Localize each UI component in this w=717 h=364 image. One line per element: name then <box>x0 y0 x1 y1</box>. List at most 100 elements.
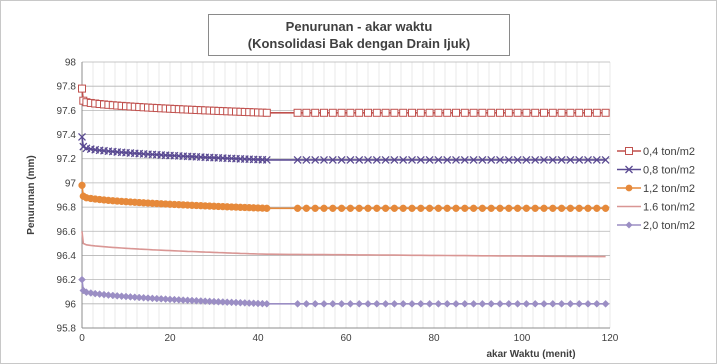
data-point <box>408 108 416 117</box>
y-tick-label: 96.8 <box>57 203 77 214</box>
x-axis-title: akar Waktu (menit) <box>486 349 575 360</box>
data-point <box>293 204 302 212</box>
data-point <box>522 155 531 164</box>
data-point <box>337 108 346 117</box>
data-point <box>337 299 346 308</box>
data-point <box>548 108 557 117</box>
data-point <box>504 155 513 164</box>
data-point <box>364 108 372 117</box>
data-point <box>566 204 575 212</box>
data-point <box>320 155 328 164</box>
data-point <box>452 108 460 117</box>
data-point <box>328 299 337 308</box>
data-point <box>513 108 522 117</box>
data-point <box>425 108 434 117</box>
legend-label: 0,8 ton/m2 <box>643 165 695 177</box>
data-point <box>443 108 452 117</box>
data-point <box>399 204 407 212</box>
data-point <box>320 108 328 117</box>
data-point <box>78 275 86 284</box>
data-point <box>355 108 364 117</box>
chart-subtitle: (Konsolidasi Bak dengan Drain Ijuk) <box>247 36 471 51</box>
data-point <box>566 299 575 308</box>
legend-marker <box>625 184 633 192</box>
data-point <box>601 155 610 164</box>
data-point <box>469 108 478 117</box>
data-point <box>504 108 513 117</box>
data-point <box>496 299 504 308</box>
data-point <box>478 204 487 212</box>
data-point <box>478 299 487 308</box>
data-point <box>584 299 592 308</box>
data-point <box>434 108 443 117</box>
data-point <box>262 155 271 164</box>
y-axis-title: Penurunan (mm) <box>26 155 37 234</box>
data-point <box>86 289 95 297</box>
data-point <box>557 155 566 164</box>
data-point <box>416 108 425 117</box>
y-tick-label: 96.6 <box>57 227 77 238</box>
data-point <box>557 204 566 212</box>
data-point <box>262 299 271 308</box>
data-point <box>434 299 443 308</box>
data-point <box>601 108 610 117</box>
data-point <box>513 299 522 308</box>
data-point <box>293 299 302 308</box>
x-tick-label: 80 <box>428 333 440 344</box>
data-point <box>460 108 469 117</box>
data-point <box>302 299 311 308</box>
data-point <box>372 108 381 117</box>
x-tick-label: 0 <box>79 333 85 344</box>
data-point <box>302 155 311 164</box>
data-point <box>390 299 399 308</box>
data-point <box>522 299 531 308</box>
data-point <box>549 204 557 212</box>
chart-title-box: Penurunan - akar waktu (Konsolidasi Bak … <box>208 14 510 56</box>
data-point <box>540 155 548 164</box>
y-tick-label: 97.8 <box>57 82 77 93</box>
data-point <box>478 108 487 117</box>
legend-label: 2,0 ton/m2 <box>643 220 695 232</box>
data-point <box>443 155 452 164</box>
data-point <box>311 155 320 164</box>
data-point <box>513 155 522 164</box>
data-point <box>82 288 91 297</box>
data-point <box>584 155 592 164</box>
data-point <box>540 204 548 212</box>
y-tick-label: 97.6 <box>57 106 77 117</box>
data-point <box>584 204 592 212</box>
data-point <box>355 155 364 164</box>
data-point <box>496 155 504 164</box>
data-point <box>311 299 320 308</box>
data-point <box>531 299 540 308</box>
data-point <box>531 108 540 117</box>
data-point <box>408 299 416 308</box>
data-point <box>329 204 337 212</box>
data-point <box>593 204 601 212</box>
data-point <box>78 133 86 141</box>
data-point <box>434 204 443 212</box>
data-point <box>320 299 328 308</box>
data-point <box>399 155 408 164</box>
data-point <box>575 108 584 117</box>
data-point <box>584 108 592 117</box>
data-point <box>513 204 522 212</box>
data-point <box>548 299 557 308</box>
data-point <box>461 204 469 212</box>
data-point <box>364 299 372 308</box>
data-point <box>390 108 399 117</box>
legend-label: 1.6 ton/m2 <box>643 202 695 214</box>
data-point <box>531 155 540 164</box>
y-tick-label: 96 <box>65 299 77 310</box>
data-point <box>540 108 548 117</box>
data-point <box>487 108 496 117</box>
data-point <box>531 204 539 212</box>
data-point <box>373 204 381 212</box>
data-point <box>443 299 452 308</box>
data-point <box>434 155 443 164</box>
data-point <box>320 204 328 212</box>
data-point <box>425 299 434 308</box>
data-point <box>575 155 584 164</box>
legend-label: 1,2 ton/m2 <box>643 183 695 195</box>
data-point <box>469 299 478 308</box>
